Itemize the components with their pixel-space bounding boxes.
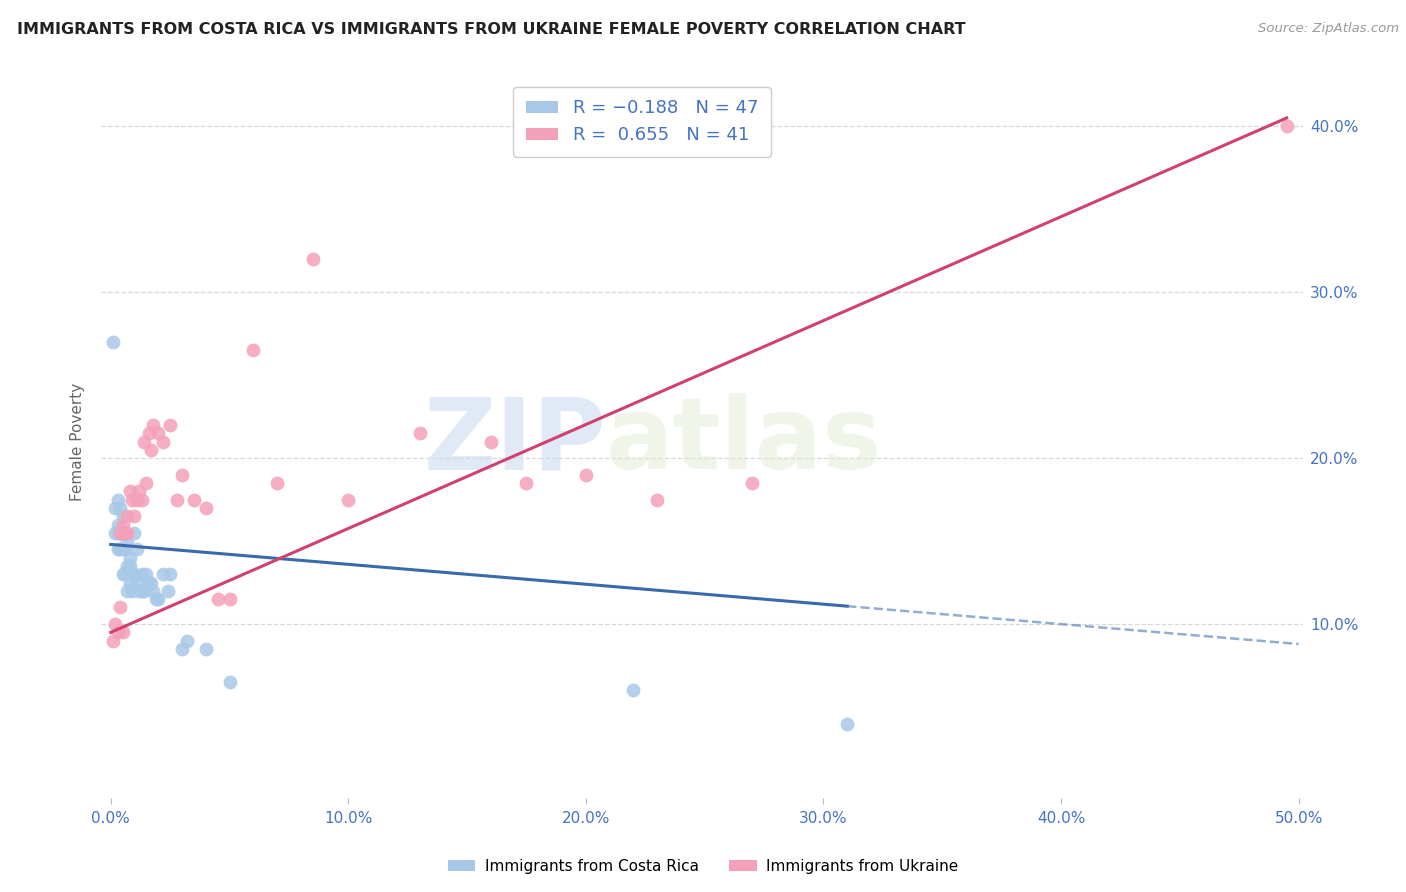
Point (218, 675, 240, 690)
Point (114, 525, 136, 540)
Point (176, 633, 198, 648)
Point (131, 492, 153, 507)
Point (1275, 120, 1298, 134)
Point (104, 500, 127, 515)
Legend: R = −0.188   N = 47, R =  0.655   N = 41: R = −0.188 N = 47, R = 0.655 N = 41 (513, 87, 770, 157)
Point (107, 517, 129, 532)
Point (118, 550, 141, 565)
Point (138, 426, 160, 441)
Point (152, 434, 174, 449)
Point (575, 467, 598, 482)
Point (107, 625, 129, 640)
Point (194, 642, 217, 657)
Point (142, 583, 165, 598)
Point (183, 492, 205, 507)
Point (124, 525, 146, 540)
Point (118, 559, 141, 574)
Point (121, 492, 143, 507)
Text: ZIP: ZIP (423, 393, 606, 490)
Point (124, 509, 146, 524)
Point (121, 583, 143, 598)
Point (621, 683, 644, 698)
Point (148, 426, 170, 441)
Point (104, 525, 127, 540)
Point (207, 592, 229, 607)
Point (107, 542, 129, 557)
Point (337, 492, 360, 507)
Point (111, 625, 134, 640)
Y-axis label: Female Poverty: Female Poverty (70, 383, 86, 500)
Point (128, 484, 150, 499)
Point (159, 567, 181, 582)
Text: Source: ZipAtlas.com: Source: ZipAtlas.com (1258, 22, 1399, 36)
Point (139, 575, 162, 590)
Point (170, 642, 193, 657)
Point (156, 583, 179, 598)
Point (132, 583, 155, 598)
Point (125, 492, 148, 507)
Point (110, 525, 132, 540)
Point (131, 583, 153, 598)
Point (148, 592, 170, 607)
Point (114, 525, 136, 540)
Point (111, 509, 134, 524)
Point (266, 476, 288, 491)
Point (135, 476, 157, 491)
Point (118, 575, 141, 590)
Point (408, 426, 430, 441)
Point (125, 575, 148, 590)
Point (741, 476, 763, 491)
Point (166, 492, 188, 507)
Point (242, 343, 264, 358)
Point (107, 525, 129, 540)
Point (110, 500, 132, 515)
Point (837, 716, 859, 731)
Point (145, 592, 167, 607)
Point (479, 434, 502, 449)
Point (135, 567, 157, 582)
Point (110, 600, 132, 615)
Point (107, 492, 129, 507)
Point (111, 567, 134, 582)
Point (139, 442, 162, 457)
Point (645, 492, 668, 507)
Point (101, 334, 124, 349)
Text: IMMIGRANTS FROM COSTA RICA VS IMMIGRANTS FROM UKRAINE FEMALE POVERTY CORRELATION: IMMIGRANTS FROM COSTA RICA VS IMMIGRANTS… (17, 22, 966, 37)
Point (104, 617, 127, 632)
Point (170, 467, 193, 482)
Point (117, 534, 139, 549)
Point (125, 542, 148, 557)
Point (152, 567, 174, 582)
Text: atlas: atlas (606, 393, 883, 490)
Point (142, 417, 165, 432)
Point (121, 567, 143, 582)
Point (132, 434, 155, 449)
Point (117, 559, 139, 574)
Point (128, 583, 150, 598)
Point (110, 525, 132, 540)
Point (117, 525, 139, 540)
Point (114, 567, 136, 582)
Point (159, 417, 181, 432)
Point (301, 252, 323, 266)
Point (218, 592, 240, 607)
Point (515, 476, 537, 491)
Point (110, 542, 132, 557)
Point (101, 633, 124, 648)
Point (124, 567, 146, 582)
Point (111, 542, 134, 557)
Point (138, 575, 160, 590)
Point (194, 500, 217, 515)
Legend: Immigrants from Costa Rica, Immigrants from Ukraine: Immigrants from Costa Rica, Immigrants f… (441, 853, 965, 880)
Point (111, 517, 134, 532)
Point (131, 567, 153, 582)
Point (114, 542, 136, 557)
Point (118, 484, 141, 499)
Point (117, 509, 139, 524)
Point (117, 583, 139, 598)
